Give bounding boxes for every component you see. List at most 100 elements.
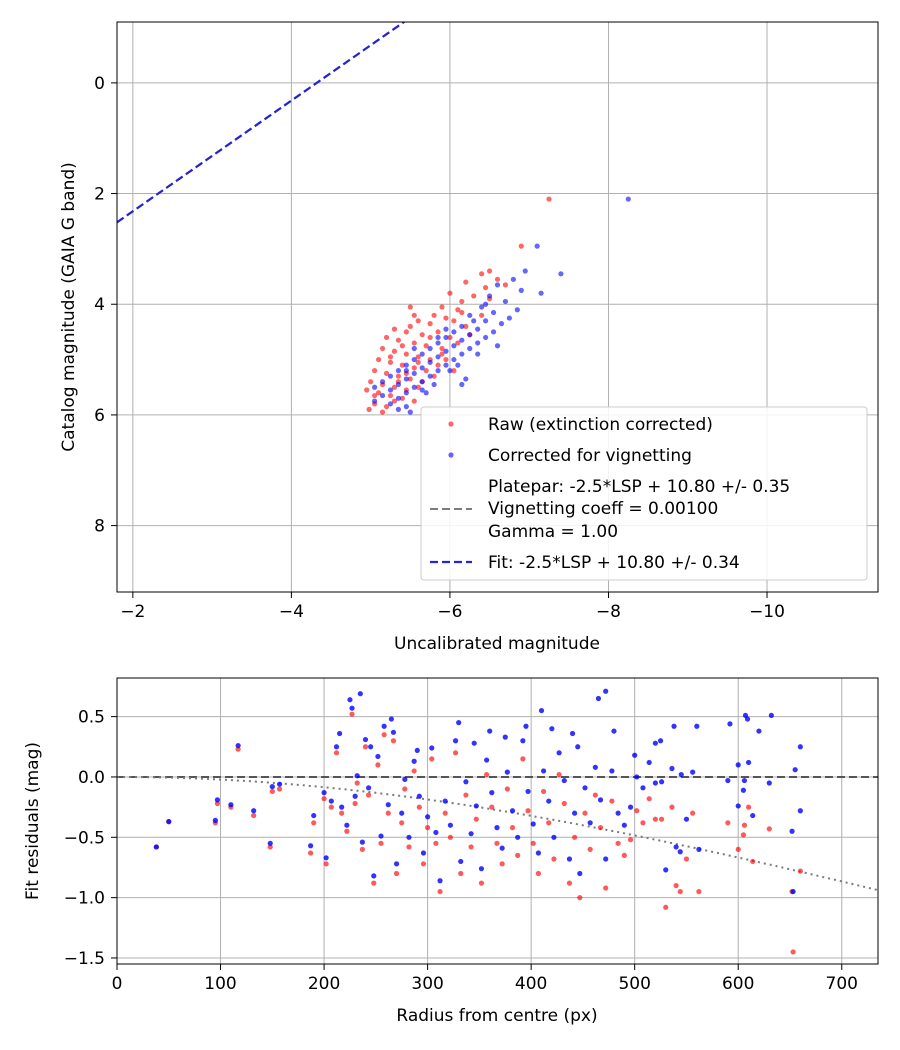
bottom-raw-point <box>381 732 387 738</box>
top-corrected-point <box>475 340 481 346</box>
bottom-raw-point <box>352 800 358 807</box>
top-raw-point <box>427 334 433 341</box>
top-raw-point <box>391 384 398 390</box>
bottom-corrected-point <box>473 803 479 809</box>
bottom-corrected-point <box>378 833 384 839</box>
top-corrected-point <box>498 321 505 327</box>
bottom-raw-point <box>735 846 741 852</box>
bottom-corrected-point <box>352 793 358 799</box>
top-raw-point <box>379 409 386 415</box>
bottom-corrected-point <box>797 808 803 814</box>
bottom-corrected-point <box>657 738 664 744</box>
legend-box <box>420 406 868 581</box>
bottom-corrected-point <box>750 812 756 819</box>
bottom-corrected-point <box>546 798 552 804</box>
bottom-corrected-point <box>768 712 774 719</box>
bottom-corrected-point <box>663 867 669 873</box>
bottom-raw-point <box>663 904 669 910</box>
top-corrected-point <box>403 404 409 410</box>
top-raw-point <box>375 390 382 396</box>
bottom-raw-point <box>484 771 490 778</box>
bottom-x-tick-label: 600 <box>722 974 754 994</box>
top-x-tick-label: −8 <box>596 602 621 622</box>
top-corrected-point <box>372 384 378 390</box>
top-corrected-point <box>423 390 429 396</box>
bottom-raw-point <box>740 832 747 838</box>
bottom-corrected-point <box>740 787 747 793</box>
top-corrected-point <box>506 315 512 321</box>
bottom-corrected-point <box>228 802 234 808</box>
bottom-corrected-point <box>696 846 702 852</box>
bottom-raw-point <box>535 870 541 877</box>
bottom-corrected-point <box>611 728 617 734</box>
bottom-corrected-point <box>344 822 350 828</box>
bottom-corrected-point <box>621 822 627 828</box>
bottom-raw-point <box>452 750 459 756</box>
bottom-corrected-point <box>153 844 159 850</box>
bottom-corrected-point <box>735 762 741 768</box>
top-corrected-point <box>534 243 540 249</box>
bottom-raw-point <box>509 825 516 831</box>
bottom-corrected-point <box>416 793 422 799</box>
top-corrected-point <box>411 356 417 363</box>
bottom-raw-points <box>153 711 803 955</box>
bottom-raw-point <box>267 844 273 850</box>
bottom-corrected-point <box>673 844 679 850</box>
top-raw-point <box>366 406 372 412</box>
bottom-corrected-point <box>652 740 658 746</box>
top-raw-point <box>415 354 421 360</box>
top-x-axis-label: Uncalibrated magnitude <box>394 634 600 654</box>
bottom-corrected-point <box>406 834 412 840</box>
top-corrected-point <box>443 334 449 341</box>
top-raw-point <box>419 332 425 338</box>
bottom-raw-point <box>525 808 531 814</box>
bottom-corrected-point <box>789 828 795 834</box>
top-raw-point <box>383 334 390 341</box>
top-raw-point <box>427 321 433 327</box>
bottom-corrected-point <box>359 839 365 845</box>
bottom-raw-point <box>416 804 422 810</box>
bottom-corrected-point <box>515 834 521 840</box>
top-raw-point <box>372 368 378 374</box>
top-raw-point <box>423 343 429 349</box>
top-corrected-point <box>467 345 473 352</box>
bottom-y-tick-label: 0.0 <box>78 768 105 788</box>
bottom-raw-point <box>790 949 796 955</box>
top-corrected-point <box>459 337 465 343</box>
bottom-raw-point <box>269 788 275 795</box>
bottom-x-tick-label: 100 <box>204 974 236 994</box>
top-raw-point <box>407 304 413 310</box>
bottom-raw-point <box>673 882 679 889</box>
bottom-raw-point <box>328 804 334 810</box>
bottom-raw-point <box>725 820 731 826</box>
bottom-corrected-point <box>652 780 658 786</box>
legend-raw-marker <box>448 421 454 427</box>
top-corrected-point <box>403 390 409 396</box>
bottom-raw-point <box>402 786 408 792</box>
bottom-raw-point <box>499 861 505 867</box>
bottom-corrected-point <box>569 730 576 737</box>
top-corrected-point <box>427 345 433 352</box>
bottom-corrected-point <box>478 866 485 872</box>
bottom-raw-point <box>365 792 372 798</box>
top-raw-point <box>502 282 509 288</box>
fit-line <box>117 22 406 224</box>
top-raw-point <box>399 395 405 401</box>
bottom-corrected-point <box>368 744 374 750</box>
bottom-corrected-point <box>489 790 495 796</box>
top-corrected-point <box>463 376 469 382</box>
bottom-corrected-point <box>577 870 583 877</box>
bottom-raw-point <box>546 820 552 826</box>
bottom-corrected-point <box>540 768 547 774</box>
bottom-corrected-point <box>381 723 387 729</box>
bottom-corrected-point <box>551 834 557 840</box>
top-x-tick-label: −2 <box>120 602 145 622</box>
bottom-corrected-point <box>549 726 555 732</box>
top-raw-point <box>403 351 409 357</box>
bottom-corrected-point <box>425 814 431 820</box>
bottom-raw-point <box>627 837 634 843</box>
top-raw-point <box>546 196 552 202</box>
bottom-corrected-point <box>646 759 652 766</box>
bottom-x-tick-label: 700 <box>826 974 858 994</box>
bottom-raw-point <box>463 792 469 798</box>
